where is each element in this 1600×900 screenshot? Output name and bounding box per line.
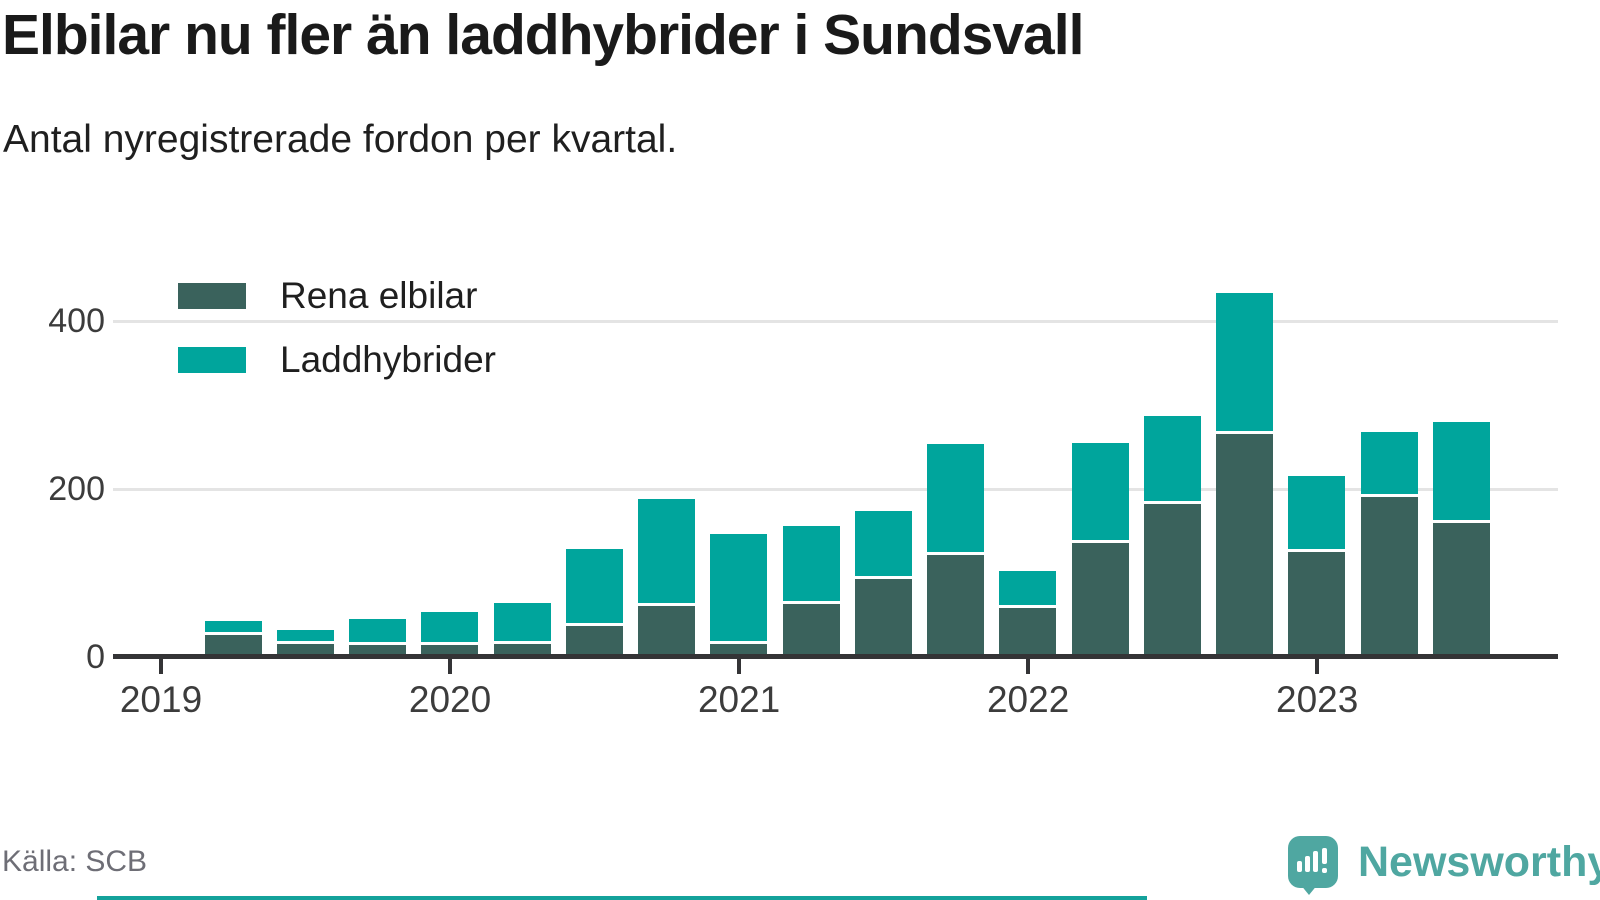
bar-2019-K4-elbilar bbox=[349, 645, 407, 657]
bar-2019-K2-elbilar bbox=[204, 635, 262, 657]
legend-item-elbilar: Rena elbilar bbox=[178, 272, 522, 320]
y-axis-label-400: 400 bbox=[48, 301, 105, 340]
x-axis-label-2019: 2019 bbox=[119, 679, 203, 720]
logo-bar-icon bbox=[1305, 856, 1310, 872]
bar-2022-K1-laddhybrider bbox=[999, 571, 1057, 606]
newsworthy-logo: Newsworthy bbox=[1288, 836, 1600, 895]
logo-bar-icon bbox=[1313, 851, 1318, 872]
source-note: Källa: SCB bbox=[2, 845, 148, 878]
x-axis-label-2021: 2021 bbox=[697, 679, 781, 720]
bar-2023-K2-laddhybrider bbox=[1360, 431, 1418, 495]
y-axis-label-0: 0 bbox=[86, 638, 105, 676]
bar-2022-K1-elbilar bbox=[999, 608, 1057, 657]
logo-exclamation-dot-icon bbox=[1322, 868, 1327, 873]
newsworthy-wordmark: Newsworthy bbox=[1358, 837, 1600, 886]
bar-2019-K2-laddhybrider bbox=[204, 620, 262, 633]
logo-bar-icon bbox=[1297, 861, 1302, 872]
bar-2020-K4-elbilar bbox=[638, 605, 696, 657]
legend-label-elbilar: Rena elbilar bbox=[280, 275, 478, 316]
bar-2021-K3-laddhybrider bbox=[854, 510, 912, 576]
x-tick-2020 bbox=[448, 659, 453, 674]
bar-2019-K3-elbilar bbox=[276, 643, 334, 657]
bar-2023-K3-laddhybrider bbox=[1432, 422, 1490, 521]
logo-exclamation-icon bbox=[1322, 848, 1327, 864]
gridline-400 bbox=[113, 319, 1558, 323]
bubble-tail bbox=[1300, 884, 1318, 895]
bar-2022-K2-laddhybrider bbox=[1071, 443, 1129, 540]
legend-swatch-laddhybrider bbox=[178, 347, 246, 373]
x-tick-2022 bbox=[1026, 659, 1031, 674]
bar-2022-K2-elbilar bbox=[1071, 542, 1129, 657]
bar-2019-K3-laddhybrider bbox=[276, 630, 334, 641]
bar-2023-K2-elbilar bbox=[1360, 497, 1418, 657]
x-axis-label-2022: 2022 bbox=[986, 679, 1070, 720]
bar-2022-K3-laddhybrider bbox=[1143, 416, 1201, 501]
bar-2021-K3-elbilar bbox=[854, 578, 912, 657]
chart-subtitle: Antal nyregistrerade fordon per kvartal. bbox=[3, 118, 678, 161]
bar-2021-K4-elbilar bbox=[927, 555, 985, 657]
bar-2020-K3-elbilar bbox=[565, 625, 623, 657]
newsworthy-bubble-icon bbox=[1288, 836, 1338, 895]
bar-2020-K1-laddhybrider bbox=[421, 612, 479, 643]
bar-2022-K3-elbilar bbox=[1143, 503, 1201, 657]
bar-2021-K2-laddhybrider bbox=[782, 525, 840, 601]
bar-2023-K3-elbilar bbox=[1432, 523, 1490, 657]
x-tick-2023 bbox=[1315, 659, 1320, 674]
x-axis-label-2023: 2023 bbox=[1276, 679, 1359, 720]
legend: Rena elbilar Laddhybrider bbox=[178, 272, 522, 400]
bar-2023-K1-laddhybrider bbox=[1288, 476, 1346, 549]
bar-2021-K1-laddhybrider bbox=[710, 534, 768, 641]
bar-2020-K2-laddhybrider bbox=[493, 603, 551, 641]
bar-2020-K1-elbilar bbox=[421, 645, 479, 657]
x-axis-line bbox=[113, 654, 1558, 659]
bar-2022-K4-elbilar bbox=[1216, 434, 1274, 657]
x-tick-2021 bbox=[737, 659, 742, 674]
bar-2021-K2-elbilar bbox=[782, 604, 840, 657]
bar-2023-K1-elbilar bbox=[1288, 551, 1346, 657]
bar-2020-K3-laddhybrider bbox=[565, 548, 623, 623]
bar-2020-K2-elbilar bbox=[493, 643, 551, 657]
bar-2021-K1-elbilar bbox=[710, 643, 768, 657]
legend-label-laddhybrider: Laddhybrider bbox=[280, 339, 496, 380]
y-axis-label-200: 200 bbox=[48, 469, 105, 508]
bottom-accent-strip bbox=[97, 896, 1147, 900]
legend-swatch-elbilar bbox=[178, 283, 246, 309]
bar-2021-K4-laddhybrider bbox=[927, 444, 985, 553]
gridline-200 bbox=[113, 487, 1558, 491]
bar-2020-K4-laddhybrider bbox=[638, 498, 696, 603]
bar-2019-K4-laddhybrider bbox=[349, 619, 407, 643]
x-axis-label-2020: 2020 bbox=[408, 679, 492, 720]
page-title: Elbilar nu fler än laddhybrider i Sundsv… bbox=[2, 3, 1084, 67]
x-tick-2019 bbox=[159, 659, 163, 674]
bar-2022-K4-laddhybrider bbox=[1216, 292, 1274, 432]
legend-item-laddhybrider: Laddhybrider bbox=[178, 336, 522, 384]
